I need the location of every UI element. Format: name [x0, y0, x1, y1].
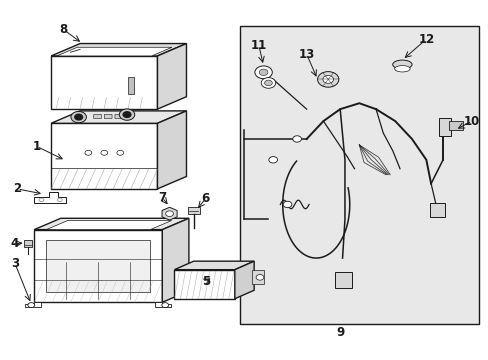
Text: 2: 2	[13, 183, 21, 195]
Polygon shape	[157, 111, 186, 189]
Bar	[438, 118, 450, 136]
Polygon shape	[25, 302, 41, 306]
Polygon shape	[51, 111, 186, 123]
Polygon shape	[46, 221, 171, 230]
Polygon shape	[157, 44, 186, 109]
Text: 12: 12	[417, 33, 433, 46]
Polygon shape	[155, 302, 171, 306]
Polygon shape	[162, 207, 177, 220]
Circle shape	[259, 69, 267, 76]
Bar	[239, 26, 478, 324]
Circle shape	[256, 274, 264, 280]
Text: 13: 13	[298, 48, 314, 60]
Bar	[335, 272, 351, 288]
Circle shape	[254, 66, 272, 79]
Polygon shape	[34, 230, 162, 302]
Polygon shape	[174, 270, 234, 299]
Polygon shape	[57, 47, 172, 56]
Polygon shape	[51, 56, 157, 109]
Polygon shape	[34, 192, 65, 203]
Circle shape	[292, 136, 301, 142]
Circle shape	[268, 157, 277, 163]
Text: 8: 8	[59, 23, 67, 36]
Circle shape	[283, 201, 291, 208]
FancyBboxPatch shape	[115, 114, 122, 118]
Text: 1: 1	[33, 140, 41, 153]
Circle shape	[322, 76, 333, 83]
Bar	[24, 239, 32, 247]
Text: 6: 6	[201, 192, 209, 205]
Polygon shape	[174, 261, 254, 270]
Bar	[187, 207, 199, 214]
Text: 3: 3	[11, 257, 19, 270]
Circle shape	[264, 80, 272, 86]
Bar	[429, 203, 444, 217]
Bar	[251, 270, 264, 284]
FancyBboxPatch shape	[104, 114, 112, 118]
Polygon shape	[51, 44, 186, 56]
Polygon shape	[34, 218, 188, 230]
Circle shape	[165, 211, 173, 216]
Text: 9: 9	[335, 326, 344, 339]
Circle shape	[75, 114, 82, 120]
Circle shape	[123, 112, 131, 117]
Text: 11: 11	[250, 39, 266, 52]
Circle shape	[162, 303, 168, 307]
Circle shape	[71, 111, 86, 123]
FancyBboxPatch shape	[94, 114, 101, 118]
Text: 7: 7	[158, 191, 166, 204]
Ellipse shape	[392, 60, 411, 69]
Text: 5: 5	[201, 275, 209, 288]
Polygon shape	[51, 123, 157, 189]
Circle shape	[317, 72, 338, 87]
Polygon shape	[162, 218, 188, 302]
Circle shape	[28, 303, 35, 307]
Bar	[127, 77, 134, 94]
Ellipse shape	[394, 66, 409, 72]
Circle shape	[119, 109, 135, 120]
Circle shape	[261, 78, 275, 88]
Polygon shape	[46, 240, 150, 292]
Text: 10: 10	[463, 114, 479, 127]
Text: 4: 4	[11, 237, 19, 250]
Bar	[448, 121, 462, 130]
Polygon shape	[234, 261, 254, 299]
